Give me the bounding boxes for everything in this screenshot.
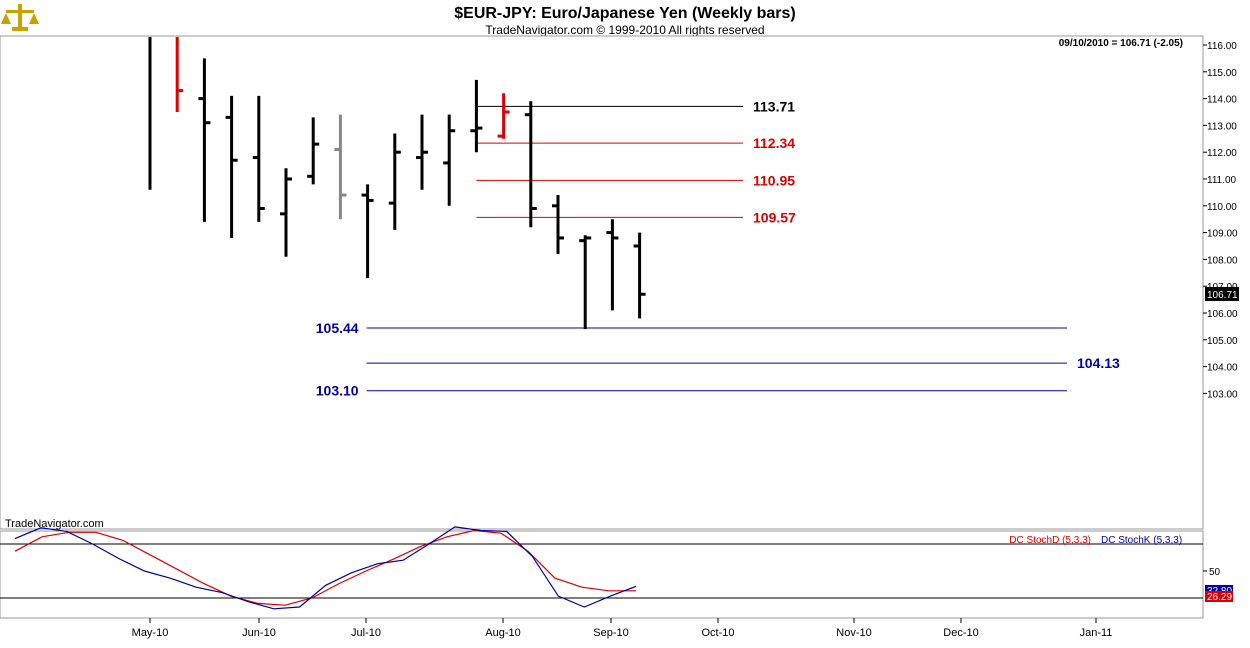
price-tick-label: 103.00: [1207, 389, 1238, 400]
price-tick-label: 111.00: [1207, 175, 1237, 186]
stoch-k-last-box: [1205, 585, 1233, 596]
date-tick-label: Oct-10: [701, 627, 734, 639]
scales-of-justice-icon: [1, 4, 39, 31]
last-price-marker: 106.71: [1205, 286, 1239, 301]
stoch-d-last-label: 26.29: [1207, 592, 1232, 603]
date-tick-label: Aug-10: [485, 627, 520, 639]
stoch-tick-label: 50: [1209, 567, 1221, 578]
price-tick-label: 116.00: [1207, 41, 1237, 52]
level-label: 112.34: [753, 135, 795, 151]
price-tick-label: 109.00: [1207, 229, 1238, 240]
chart-title: $EUR-JPY: Euro/Japanese Yen (Weekly bars…: [454, 5, 795, 22]
stochastic-last-values: 32.8026.29: [1205, 585, 1233, 603]
level-label: 104.13: [1077, 355, 1120, 371]
price-info-line: 09/10/2010 = 106.71 (-2.05): [1059, 38, 1183, 49]
stoch-series-line: [14, 526, 637, 610]
support-resistance-levels: 113.71 112.34 110.95 109.57 105.44 104.13 103.…: [316, 98, 1120, 398]
stoch-d-last-box: [1205, 591, 1233, 602]
stochastic-legend: DC StochD (5,3,3) DC StochK (5,3,3): [1009, 535, 1182, 546]
date-tick-label: Jul-10: [351, 627, 381, 639]
date-tick-label: Nov-10: [836, 627, 871, 639]
price-tick-label: 105.00: [1207, 336, 1238, 347]
level-label: 113.71: [753, 98, 795, 114]
legend-stoch-d: DC StochD (5,3,3): [1009, 535, 1091, 546]
stoch-series-line: [14, 529, 636, 606]
level-label: 110.95: [753, 172, 795, 188]
price-panel-frame: [0, 35, 1204, 530]
price-tick-label: 113.00: [1207, 121, 1237, 132]
level-label: 109.57: [753, 209, 796, 225]
stochastic-panel-frame: [0, 530, 1204, 619]
date-axis: May-10 Jun-10 Jul-10 Aug-10 Sep-10 Oct-10 Nov-…: [132, 618, 1113, 639]
price-axis: 103.00104.00105.00106.00107.00108.00109.…: [1203, 41, 1238, 400]
price-tick-label: 110.00: [1207, 202, 1237, 213]
last-price-label: 106.71: [1207, 290, 1238, 301]
level-label: 103.10: [316, 383, 359, 399]
date-tick-label: Jan-11: [1080, 627, 1113, 639]
price-tick-label: 114.00: [1207, 95, 1237, 106]
price-bars: [148, 37, 646, 330]
last-price-box: [1205, 286, 1239, 301]
price-tick-label: 108.00: [1207, 255, 1238, 266]
price-tick-label: 112.00: [1207, 148, 1237, 159]
legend-stoch-k: DC StochK (5,3,3): [1101, 535, 1182, 546]
date-tick-label: Jun-10: [242, 627, 276, 639]
date-tick-label: Sep-10: [593, 627, 628, 639]
price-tick-label: 106.00: [1207, 309, 1238, 320]
price-tick-label: 104.00: [1207, 363, 1238, 374]
date-tick-label: May-10: [132, 627, 169, 639]
stochastic-axis: 50: [0, 543, 1221, 599]
level-label: 105.44: [316, 320, 359, 336]
stochastic-lines: [14, 526, 637, 610]
watermark-label: TradeNavigator.com: [5, 518, 104, 530]
price-tick-label: 115.00: [1207, 68, 1237, 79]
chart-subtitle: TradeNavigator.com © 1999-2010 All right…: [485, 23, 764, 37]
date-tick-label: Dec-10: [943, 627, 978, 639]
